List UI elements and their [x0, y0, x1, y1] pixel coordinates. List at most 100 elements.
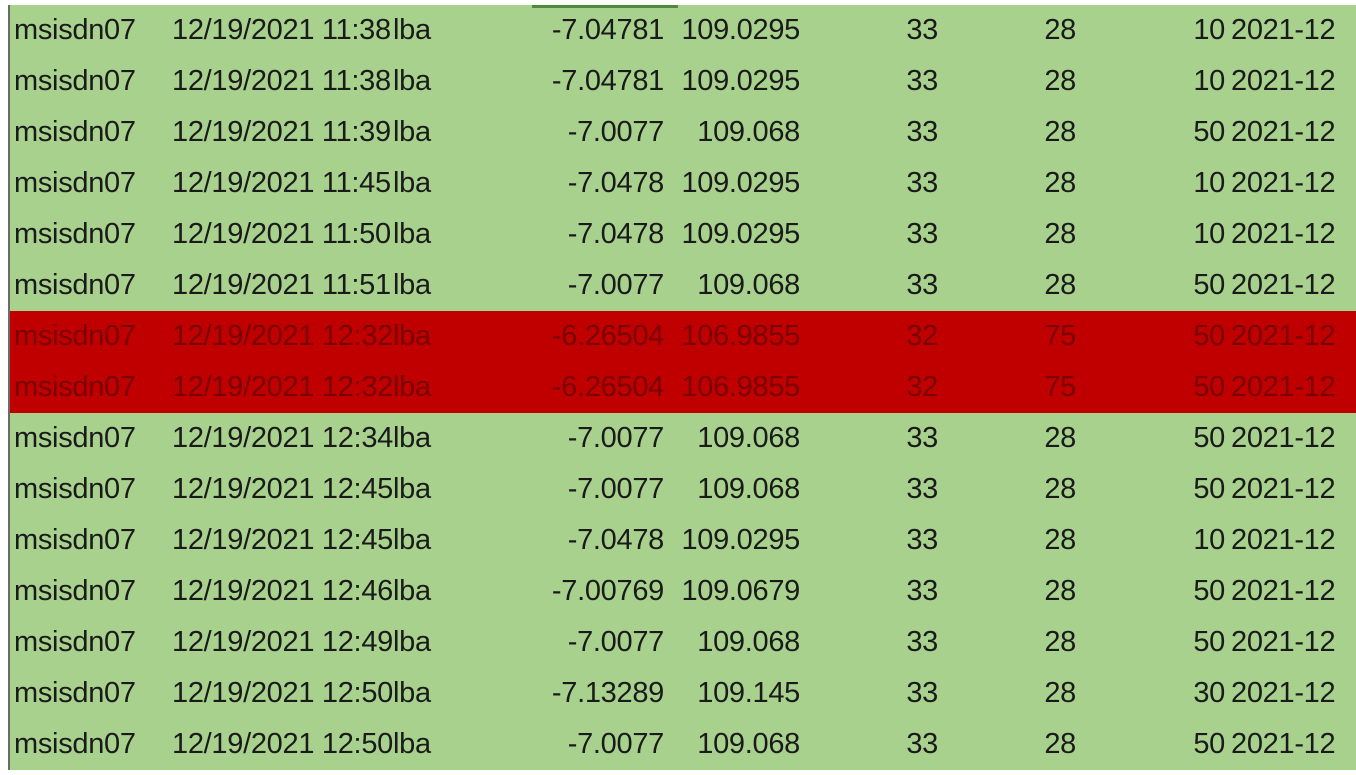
cell-value-a[interactable]: 32: [906, 320, 938, 352]
cell-source[interactable]: lba: [393, 167, 431, 199]
cell-msisdn[interactable]: msisdn07: [14, 626, 136, 658]
cell-value-c[interactable]: 10: [1193, 167, 1225, 199]
cell-value-c[interactable]: 50: [1193, 422, 1225, 454]
cell-msisdn[interactable]: msisdn07: [14, 269, 136, 301]
cell-msisdn[interactable]: msisdn07: [14, 473, 136, 505]
cell-source[interactable]: lba: [393, 65, 431, 97]
cell-period[interactable]: 2021-12: [1231, 626, 1336, 658]
cell-value-b[interactable]: 28: [1044, 65, 1076, 97]
cell-value-a[interactable]: 33: [906, 14, 938, 46]
cell-latitude[interactable]: -7.04781: [551, 14, 664, 46]
cell-source[interactable]: lba: [393, 422, 431, 454]
table-row[interactable]: msisdn07 12/19/2021 11:39 lba -7.0077 109.06…: [10, 107, 1356, 158]
cell-datetime[interactable]: 12/19/2021 11:39: [172, 116, 391, 148]
cell-period[interactable]: 2021-12: [1231, 524, 1336, 556]
cell-datetime[interactable]: 12/19/2021 11:45: [172, 167, 391, 199]
cell-source[interactable]: lba: [393, 473, 431, 505]
cell-longitude[interactable]: 109.0295: [681, 167, 800, 199]
cell-latitude[interactable]: -7.0077: [567, 473, 665, 505]
cell-datetime[interactable]: 12/19/2021 12:50: [172, 677, 393, 709]
cell-datetime[interactable]: 12/19/2021 12:32: [172, 320, 393, 352]
cell-value-c[interactable]: 10: [1193, 65, 1225, 97]
table-row-highlighted[interactable]: msisdn07 12/19/2021 12:32 lba -6.26504 106.9…: [10, 311, 1356, 362]
cell-value-a[interactable]: 33: [906, 116, 938, 148]
table-row[interactable]: msisdn07 12/19/2021 11:38 lba -7.04781 109.0…: [10, 5, 1356, 56]
cell-latitude[interactable]: -7.0478: [567, 167, 665, 199]
cell-value-b[interactable]: 28: [1044, 269, 1076, 301]
cell-value-c[interactable]: 50: [1193, 473, 1225, 505]
cell-msisdn[interactable]: msisdn07: [14, 575, 136, 607]
cell-value-c[interactable]: 30: [1193, 677, 1225, 709]
cell-period[interactable]: 2021-12: [1231, 269, 1336, 301]
cell-msisdn[interactable]: msisdn07: [14, 677, 136, 709]
cell-source[interactable]: lba: [393, 728, 431, 760]
cell-datetime[interactable]: 12/19/2021 12:45: [172, 524, 393, 556]
cell-source[interactable]: lba: [393, 626, 431, 658]
cell-value-c[interactable]: 50: [1193, 320, 1225, 352]
cell-longitude[interactable]: 109.068: [697, 626, 800, 658]
cell-period[interactable]: 2021-12: [1231, 14, 1336, 46]
cell-datetime[interactable]: 12/19/2021 12:34: [172, 422, 393, 454]
cell-value-b[interactable]: 28: [1044, 473, 1076, 505]
cell-value-a[interactable]: 33: [906, 575, 938, 607]
cell-latitude[interactable]: -7.0478: [567, 218, 665, 250]
cell-longitude[interactable]: 109.0295: [681, 14, 800, 46]
cell-period[interactable]: 2021-12: [1231, 422, 1336, 454]
cell-source[interactable]: lba: [393, 677, 431, 709]
cell-datetime[interactable]: 12/19/2021 11:38: [172, 14, 391, 46]
cell-latitude[interactable]: -7.0077: [567, 116, 665, 148]
cell-source[interactable]: lba: [393, 371, 431, 403]
cell-value-a[interactable]: 32: [906, 371, 938, 403]
cell-msisdn[interactable]: msisdn07: [14, 14, 136, 46]
cell-longitude[interactable]: 109.0295: [681, 524, 800, 556]
cell-msisdn[interactable]: msisdn07: [14, 218, 136, 250]
cell-value-a[interactable]: 33: [906, 626, 938, 658]
table-row[interactable]: msisdn07 12/19/2021 12:50 lba -7.13289 109.1…: [10, 668, 1356, 719]
cell-period[interactable]: 2021-12: [1231, 65, 1336, 97]
cell-source[interactable]: lba: [393, 269, 431, 301]
cell-value-a[interactable]: 33: [906, 473, 938, 505]
cell-period[interactable]: 2021-12: [1231, 371, 1336, 403]
cell-value-a[interactable]: 33: [906, 422, 938, 454]
cell-longitude[interactable]: 109.145: [697, 677, 800, 709]
cell-datetime[interactable]: 12/19/2021 12:46: [172, 575, 393, 607]
cell-latitude[interactable]: -7.0077: [567, 269, 665, 301]
cell-datetime[interactable]: 12/19/2021 12:50: [172, 728, 393, 760]
cell-longitude[interactable]: 109.068: [697, 269, 800, 301]
cell-value-c[interactable]: 10: [1193, 524, 1225, 556]
cell-value-b[interactable]: 28: [1044, 422, 1076, 454]
cell-latitude[interactable]: -7.13289: [551, 677, 664, 709]
cell-value-b[interactable]: 28: [1044, 14, 1076, 46]
cell-value-c[interactable]: 50: [1193, 728, 1225, 760]
cell-value-a[interactable]: 33: [906, 677, 938, 709]
cell-msisdn[interactable]: msisdn07: [14, 116, 136, 148]
cell-value-c[interactable]: 50: [1193, 269, 1225, 301]
cell-msisdn[interactable]: msisdn07: [14, 728, 136, 760]
cell-source[interactable]: lba: [393, 320, 431, 352]
table-row[interactable]: msisdn07 12/19/2021 12:45 lba -7.0478 109.02…: [10, 515, 1356, 566]
table-row[interactable]: msisdn07 12/19/2021 12:50 lba -7.0077 109.06…: [10, 719, 1356, 770]
cell-value-b[interactable]: 28: [1044, 524, 1076, 556]
table-row[interactable]: msisdn07 12/19/2021 12:49 lba -7.0077 109.06…: [10, 617, 1356, 668]
cell-value-a[interactable]: 33: [906, 218, 938, 250]
cell-source[interactable]: lba: [393, 116, 431, 148]
cell-period[interactable]: 2021-12: [1231, 116, 1336, 148]
cell-latitude[interactable]: -7.0077: [567, 728, 665, 760]
table-row[interactable]: msisdn07 12/19/2021 11:38 lba -7.04781 109.0…: [10, 56, 1356, 107]
cell-latitude[interactable]: -6.26504: [551, 320, 664, 352]
table-row[interactable]: msisdn07 12/19/2021 12:46 lba -7.00769 109.0…: [10, 566, 1356, 617]
table-row[interactable]: msisdn07 12/19/2021 12:34 lba -7.0077 109.06…: [10, 413, 1356, 464]
cell-value-b[interactable]: 28: [1044, 218, 1076, 250]
cell-period[interactable]: 2021-12: [1231, 575, 1336, 607]
cell-msisdn[interactable]: msisdn07: [14, 320, 136, 352]
cell-longitude[interactable]: 109.0679: [681, 575, 800, 607]
cell-longitude[interactable]: 109.068: [697, 473, 800, 505]
cell-value-c[interactable]: 50: [1193, 626, 1225, 658]
cell-value-b[interactable]: 75: [1044, 320, 1076, 352]
cell-longitude[interactable]: 109.0295: [681, 218, 800, 250]
table-row[interactable]: msisdn07 12/19/2021 11:51 lba -7.0077 109.06…: [10, 260, 1356, 311]
cell-value-b[interactable]: 28: [1044, 626, 1076, 658]
cell-latitude[interactable]: -7.0478: [567, 524, 665, 556]
cell-msisdn[interactable]: msisdn07: [14, 167, 136, 199]
cell-longitude[interactable]: 109.0295: [681, 65, 800, 97]
